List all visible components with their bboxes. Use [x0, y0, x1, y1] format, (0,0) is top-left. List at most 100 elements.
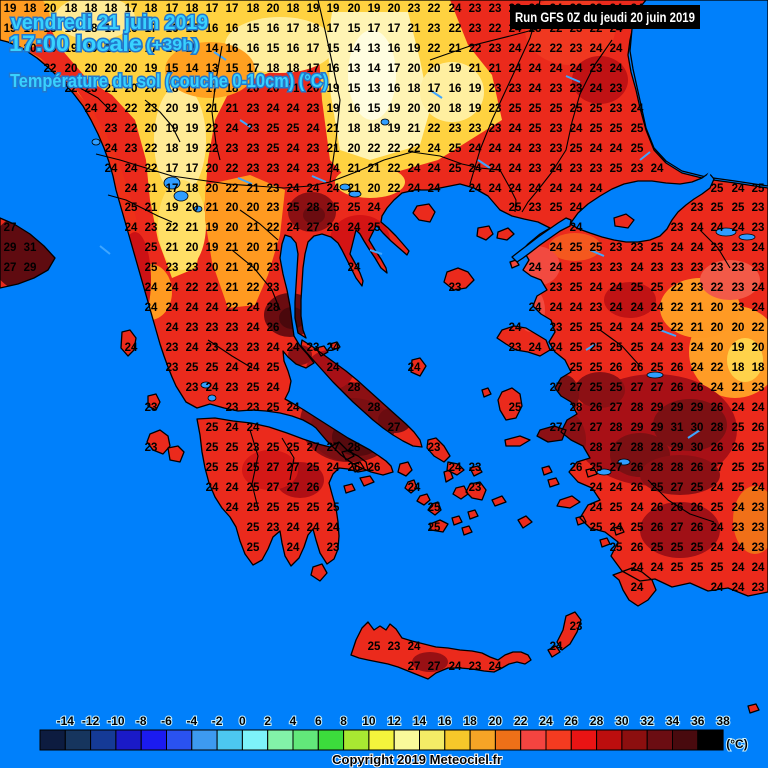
svg-text:24: 24: [307, 123, 320, 135]
svg-text:25: 25: [287, 502, 300, 514]
svg-text:2: 2: [264, 714, 271, 728]
svg-text:17: 17: [166, 3, 179, 15]
svg-text:16: 16: [348, 103, 361, 115]
svg-text:(+39h): (+39h): [146, 37, 199, 54]
svg-text:23: 23: [610, 83, 623, 95]
svg-text:27: 27: [388, 422, 401, 434]
svg-text:27: 27: [570, 382, 583, 394]
svg-text:24: 24: [287, 183, 300, 195]
svg-text:25: 25: [570, 242, 583, 254]
svg-text:23: 23: [752, 522, 765, 534]
svg-text:23: 23: [327, 542, 340, 554]
svg-text:25: 25: [610, 382, 623, 394]
svg-text:23: 23: [469, 462, 482, 474]
svg-text:15: 15: [226, 63, 239, 75]
svg-text:20: 20: [489, 714, 503, 728]
svg-text:24: 24: [550, 163, 563, 175]
svg-text:24: 24: [287, 342, 300, 354]
svg-text:21: 21: [408, 23, 421, 35]
svg-text:25: 25: [247, 542, 260, 554]
svg-text:20: 20: [206, 183, 219, 195]
svg-text:25: 25: [570, 103, 583, 115]
svg-text:24: 24: [651, 342, 664, 354]
svg-text:20: 20: [247, 242, 260, 254]
svg-text:23: 23: [550, 143, 563, 155]
svg-text:28: 28: [631, 402, 644, 414]
svg-text:23: 23: [691, 262, 704, 274]
svg-text:20: 20: [125, 63, 138, 75]
svg-text:23: 23: [752, 542, 765, 554]
svg-text:24: 24: [711, 542, 724, 554]
svg-text:24: 24: [570, 63, 583, 75]
svg-text:27: 27: [267, 462, 280, 474]
svg-text:17: 17: [307, 63, 320, 75]
svg-text:20: 20: [408, 103, 421, 115]
svg-text:23: 23: [590, 163, 603, 175]
svg-text:23: 23: [145, 103, 158, 115]
svg-text:24: 24: [711, 482, 724, 494]
svg-text:26: 26: [651, 502, 664, 514]
svg-text:23: 23: [489, 43, 502, 55]
svg-text:22: 22: [489, 23, 502, 35]
svg-text:25: 25: [651, 322, 664, 334]
svg-text:26: 26: [671, 502, 684, 514]
svg-text:25: 25: [550, 103, 563, 115]
svg-text:vendredi 21 juin 2019: vendredi 21 juin 2019: [11, 12, 208, 34]
svg-text:23: 23: [752, 202, 765, 214]
svg-text:14: 14: [186, 63, 199, 75]
svg-text:25: 25: [711, 202, 724, 214]
svg-text:23: 23: [509, 83, 522, 95]
svg-text:29: 29: [651, 402, 664, 414]
svg-text:24: 24: [732, 502, 745, 514]
svg-text:29: 29: [631, 422, 644, 434]
svg-text:24: 24: [489, 661, 502, 673]
svg-text:27: 27: [711, 462, 724, 474]
svg-text:27: 27: [408, 661, 421, 673]
svg-text:23: 23: [125, 143, 138, 155]
svg-text:25: 25: [509, 202, 522, 214]
svg-text:25: 25: [307, 462, 320, 474]
svg-text:15: 15: [327, 43, 340, 55]
svg-text:23: 23: [671, 222, 684, 234]
svg-text:18: 18: [44, 23, 57, 35]
svg-text:21: 21: [226, 103, 239, 115]
svg-text:24: 24: [226, 482, 239, 494]
svg-text:29: 29: [671, 402, 684, 414]
svg-text:23: 23: [570, 83, 583, 95]
svg-text:17: 17: [368, 23, 381, 35]
svg-text:17: 17: [105, 23, 118, 35]
svg-text:26: 26: [691, 502, 704, 514]
svg-text:23: 23: [570, 621, 583, 633]
svg-text:20: 20: [267, 3, 280, 15]
svg-text:-6: -6: [161, 714, 172, 728]
svg-text:24: 24: [125, 163, 138, 175]
svg-text:25: 25: [590, 522, 603, 534]
svg-text:25: 25: [732, 462, 745, 474]
svg-text:8: 8: [340, 714, 347, 728]
svg-text:24: 24: [570, 123, 583, 135]
svg-text:23: 23: [691, 282, 704, 294]
svg-text:24: 24: [307, 522, 320, 534]
svg-text:-2: -2: [212, 714, 223, 728]
svg-text:12: 12: [388, 714, 402, 728]
svg-text:16: 16: [388, 43, 401, 55]
svg-text:18: 18: [65, 23, 78, 35]
svg-text:19: 19: [186, 123, 199, 135]
svg-text:27: 27: [327, 442, 340, 454]
svg-text:20: 20: [428, 103, 441, 115]
svg-text:-8: -8: [136, 714, 147, 728]
svg-text:24: 24: [247, 422, 260, 434]
svg-text:25: 25: [307, 502, 320, 514]
svg-text:25: 25: [267, 362, 280, 374]
svg-text:19: 19: [145, 63, 158, 75]
svg-text:27: 27: [4, 222, 17, 234]
svg-text:24: 24: [590, 482, 603, 494]
svg-text:25: 25: [428, 522, 441, 534]
svg-text:25: 25: [550, 202, 563, 214]
svg-text:25: 25: [428, 502, 441, 514]
svg-text:20: 20: [186, 202, 199, 214]
svg-text:27: 27: [610, 402, 623, 414]
svg-text:23: 23: [550, 282, 563, 294]
svg-text:16: 16: [449, 83, 462, 95]
svg-text:17: 17: [307, 43, 320, 55]
